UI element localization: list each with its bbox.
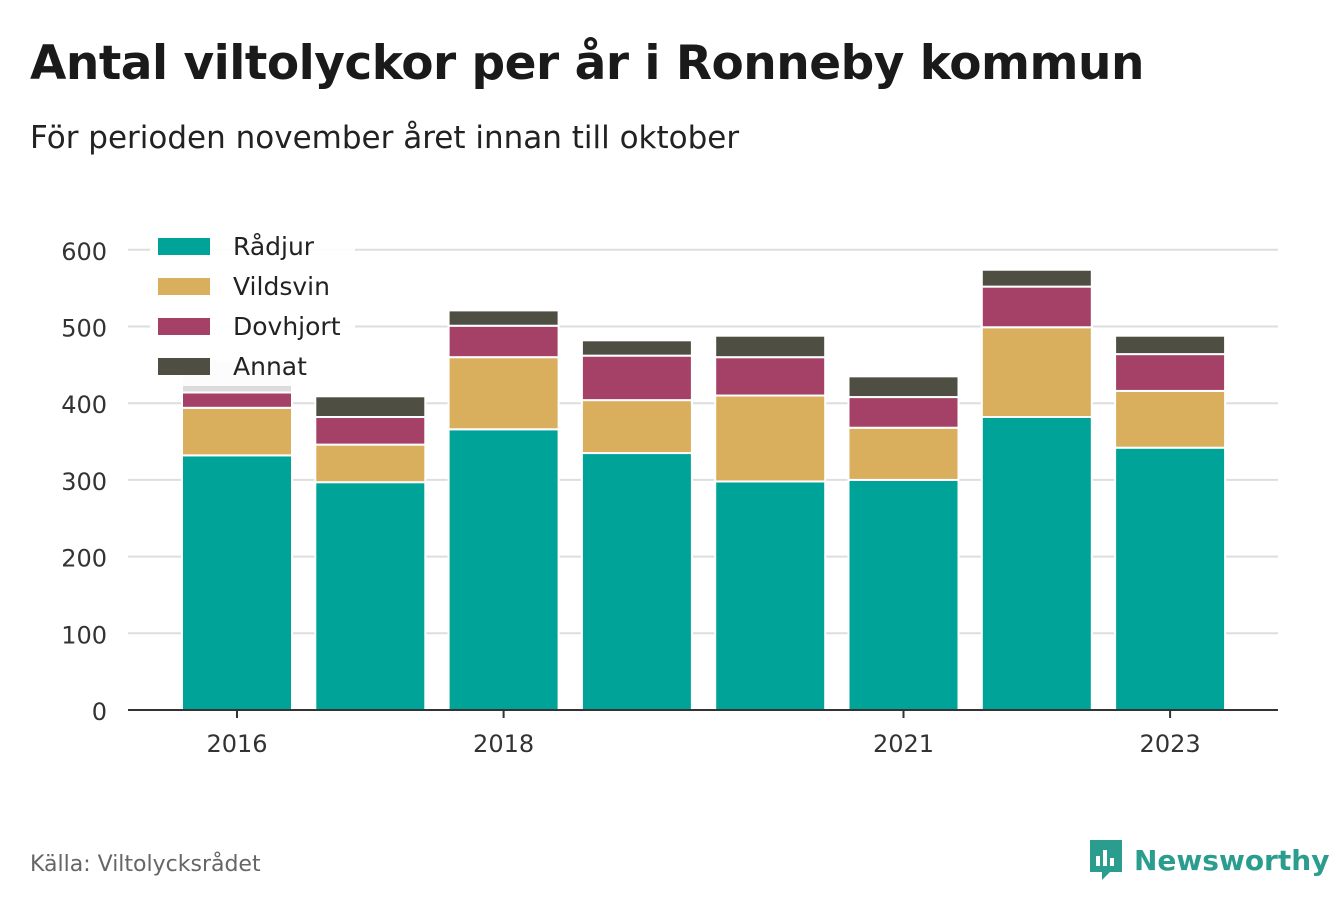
bar-2018-dovhjort [447,324,560,359]
x-tick-label-2018: 2018 [473,730,534,758]
chart-title: Antal viltolyckor per år i Ronneby kommu… [30,36,1144,91]
source-note: Källa: Viltolycksrådet [30,852,261,877]
newsworthy-logo[interactable]: Newsworthy [1088,838,1329,882]
bar-2019-rådjur [580,452,693,711]
bar-2018-annat [447,309,560,327]
brand-name: Newsworthy [1134,843,1330,877]
y-tick-label-300: 300 [61,468,107,496]
legend-swatch-rådjur [158,238,210,255]
bar-2023-rådjur [1114,446,1227,711]
x-tick-label-2023: 2023 [1140,730,1201,758]
bar-2018-vildsvin [447,356,560,431]
y-tick-label-200: 200 [61,545,107,573]
bar-2016-rådjur [181,454,293,711]
bar-2020-dovhjort [714,356,827,397]
bar-2017-dovhjort [314,416,427,446]
bar-2022-dovhjort [980,285,1093,329]
bar-2020-annat [714,334,827,359]
bar-2018-rådjur [447,428,560,711]
y-tick-label-600: 600 [61,238,107,266]
chart-subtitle: För perioden november året innan till ok… [30,120,740,156]
legend-label-rådjur: Rådjur [233,232,315,261]
bar-2023-vildsvin [1114,389,1227,449]
y-tick-label-500: 500 [61,315,107,343]
bar-2016-vildsvin [181,406,293,457]
legend-label-vildsvin: Vildsvin [233,272,330,301]
bar-2020-rådjur [714,480,827,711]
bar-2021-dovhjort [847,396,960,429]
bar-2021-rådjur [847,478,960,711]
x-tick-label-2016: 2016 [206,730,267,758]
bar-2023-dovhjort [1114,353,1227,392]
bar-2021-vildsvin [847,426,960,481]
bar-2022-vildsvin [980,326,1093,419]
legend-swatch-dovhjort [158,318,210,335]
bar-2017-annat [314,395,427,419]
bar-2022-rådjur [980,416,1093,711]
bar-2017-vildsvin [314,443,427,484]
x-tick-label-2021: 2021 [873,730,934,758]
bar-2019-annat [580,339,693,357]
legend-swatch-vildsvin [158,278,210,295]
legend-label-annat: Annat [233,352,307,381]
y-tick-label-100: 100 [61,621,107,649]
newsworthy-logo-icon [1090,840,1122,880]
y-tick-label-0: 0 [92,698,107,726]
bar-2017-rådjur [314,481,427,711]
bar-2016-dovhjort [181,391,293,409]
legend-swatch-annat [158,358,210,375]
bar-2022-annat [980,268,1093,288]
bar-2019-vildsvin [580,399,693,455]
bar-2021-annat [847,375,960,399]
bar-2020-vildsvin [714,394,827,483]
bar-2019-dovhjort [580,354,693,402]
legend-label-dovhjort: Dovhjort [233,312,341,341]
bar-2023-annat [1114,334,1227,356]
y-tick-label-400: 400 [61,391,107,419]
